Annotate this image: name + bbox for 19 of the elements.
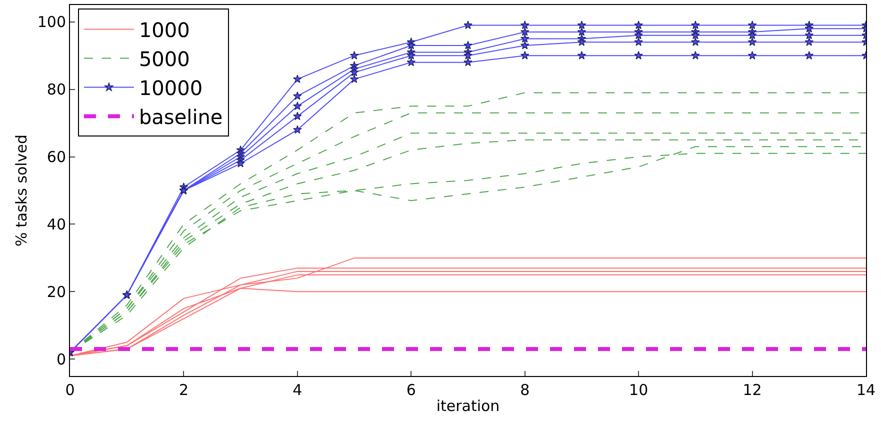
x-axis-title: iteration xyxy=(436,397,500,415)
y-tick-label: 100 xyxy=(37,13,66,32)
y-tick-label: 60 xyxy=(46,148,66,166)
legend-label: 10000 xyxy=(138,76,203,100)
x-tick-label: 2 xyxy=(178,381,188,399)
legend-label: 5000 xyxy=(138,47,190,72)
y-axis-title: % tasks solved xyxy=(12,134,31,246)
y-tick-label: 40 xyxy=(46,215,66,234)
y-tick-label: 0 xyxy=(56,350,66,368)
x-tick-label: 6 xyxy=(406,381,416,399)
legend-label: baseline xyxy=(138,105,223,130)
x-tick-label: 10 xyxy=(629,381,648,399)
x-tick-label: 14 xyxy=(856,381,876,399)
y-tick-label: 20 xyxy=(46,282,66,301)
x-tick-label: 12 xyxy=(742,381,762,399)
legend-label: 1000 xyxy=(138,18,190,42)
x-tick-label: 8 xyxy=(520,381,530,399)
x-tick-label: 4 xyxy=(292,381,302,399)
y-tick-label: 80 xyxy=(46,80,66,99)
